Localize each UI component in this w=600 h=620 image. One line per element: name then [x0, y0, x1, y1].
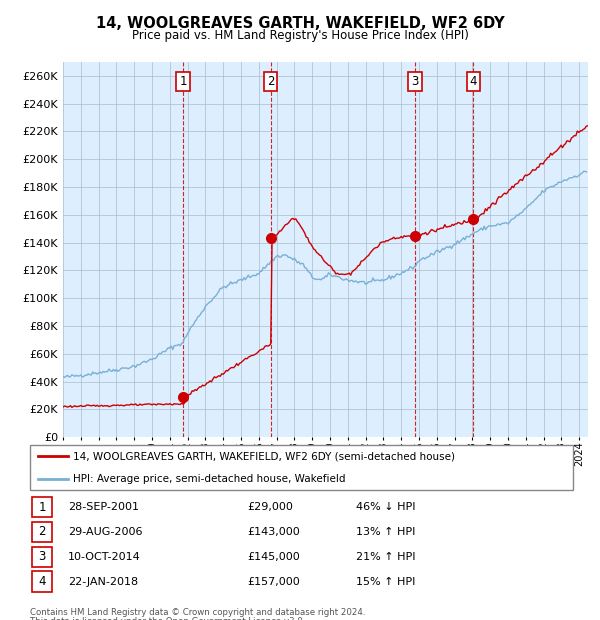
Text: 2: 2 [267, 75, 274, 88]
Text: 15% ↑ HPI: 15% ↑ HPI [356, 577, 415, 587]
Text: 3: 3 [38, 551, 46, 563]
Bar [32, 497, 52, 517]
Text: Contains HM Land Registry data © Crown copyright and database right 2024.: Contains HM Land Registry data © Crown c… [30, 608, 365, 618]
Text: 29-AUG-2006: 29-AUG-2006 [68, 527, 143, 537]
Bar [32, 572, 52, 591]
Text: Price paid vs. HM Land Registry's House Price Index (HPI): Price paid vs. HM Land Registry's House … [131, 29, 469, 42]
Text: HPI: Average price, semi-detached house, Wakefield: HPI: Average price, semi-detached house,… [73, 474, 346, 484]
Text: 4: 4 [38, 575, 46, 588]
Text: 14, WOOLGREAVES GARTH, WAKEFIELD, WF2 6DY (semi-detached house): 14, WOOLGREAVES GARTH, WAKEFIELD, WF2 6D… [73, 451, 455, 461]
Text: £145,000: £145,000 [247, 552, 300, 562]
Bar [32, 522, 52, 542]
Text: 3: 3 [412, 75, 419, 88]
Text: This data is licensed under the Open Government Licence v3.0.: This data is licensed under the Open Gov… [30, 617, 305, 620]
Text: 28-SEP-2001: 28-SEP-2001 [68, 502, 139, 512]
Text: 21% ↑ HPI: 21% ↑ HPI [356, 552, 415, 562]
Text: 46% ↓ HPI: 46% ↓ HPI [356, 502, 415, 512]
Text: 14, WOOLGREAVES GARTH, WAKEFIELD, WF2 6DY: 14, WOOLGREAVES GARTH, WAKEFIELD, WF2 6D… [95, 16, 505, 31]
Text: 22-JAN-2018: 22-JAN-2018 [68, 577, 138, 587]
Text: £29,000: £29,000 [247, 502, 293, 512]
Text: 1: 1 [179, 75, 187, 88]
Text: 10-OCT-2014: 10-OCT-2014 [68, 552, 141, 562]
Text: 2: 2 [38, 526, 46, 538]
Text: £157,000: £157,000 [247, 577, 300, 587]
Text: 1: 1 [38, 501, 46, 513]
Text: 4: 4 [470, 75, 477, 88]
Text: 13% ↑ HPI: 13% ↑ HPI [356, 527, 415, 537]
Text: £143,000: £143,000 [247, 527, 300, 537]
Bar [32, 547, 52, 567]
